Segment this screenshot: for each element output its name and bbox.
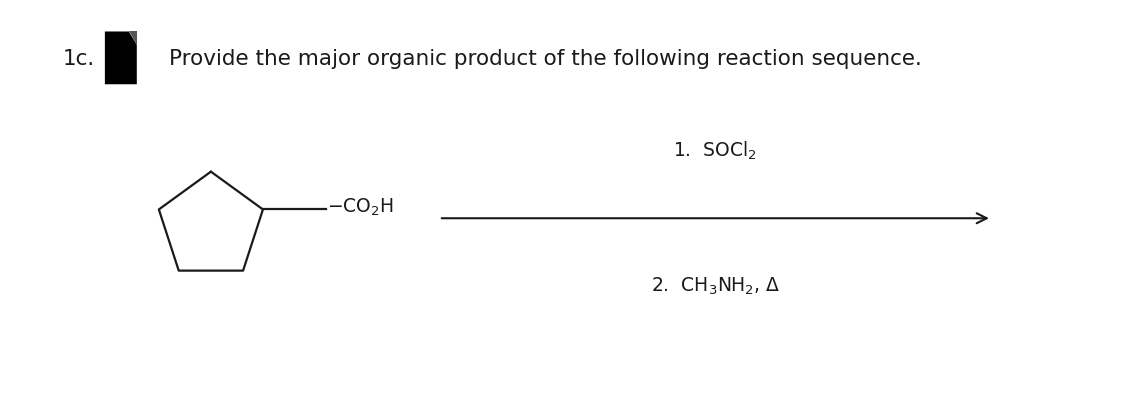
- Text: Provide the major organic product of the following reaction sequence.: Provide the major organic product of the…: [169, 49, 921, 69]
- Text: 1c.: 1c.: [63, 49, 95, 69]
- Text: 1.  SOCl$_2$: 1. SOCl$_2$: [674, 140, 757, 162]
- Polygon shape: [129, 32, 137, 46]
- Text: $-$CO$_2$H: $-$CO$_2$H: [327, 196, 393, 217]
- Polygon shape: [105, 32, 137, 85]
- Text: 2.  CH$_3$NH$_2$, $\Delta$: 2. CH$_3$NH$_2$, $\Delta$: [651, 275, 780, 296]
